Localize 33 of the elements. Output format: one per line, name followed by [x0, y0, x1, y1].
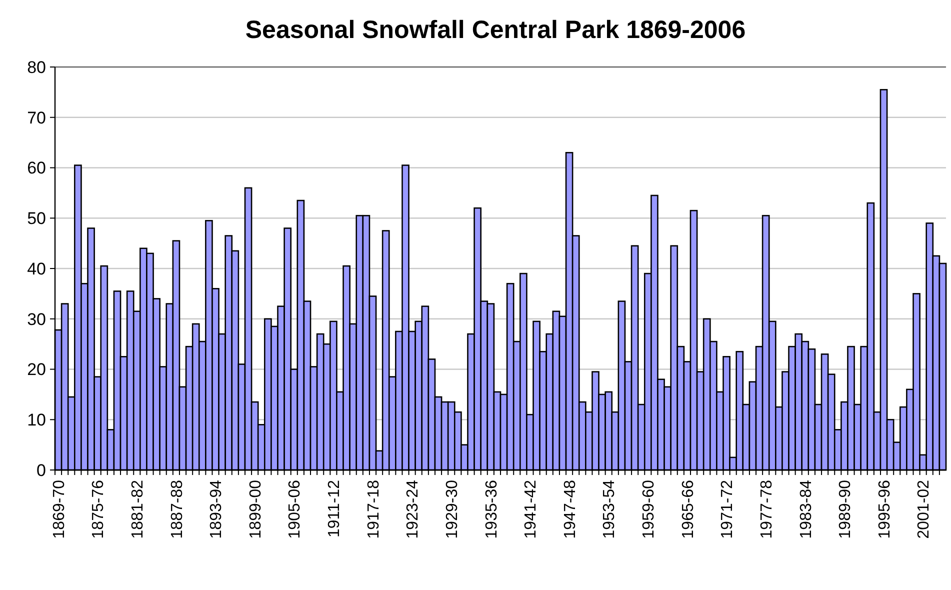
x-tick-label: 1971-72	[719, 480, 736, 539]
x-tick-label: 1989-90	[837, 480, 854, 539]
x-tick-label: 1941-42	[522, 480, 540, 539]
y-tick-label: 60	[27, 158, 46, 178]
y-tick-label: 10	[27, 410, 46, 430]
x-tick-label: 1929-30	[444, 480, 461, 539]
y-tick-label: 20	[27, 360, 46, 380]
chart-title: Seasonal Snowfall Central Park 1869-2006	[245, 16, 746, 44]
x-tick-label: 2001-02	[916, 480, 933, 539]
x-tick-label: 1893-94	[208, 480, 226, 539]
y-tick-label: 70	[27, 108, 46, 128]
x-tick-label: 1935-36	[483, 480, 500, 539]
y-tick-label: 0	[36, 460, 46, 480]
y-tick-label: 80	[27, 58, 46, 77]
x-tick-label: 1911-12	[326, 480, 344, 538]
x-tick-label: 1977-78	[758, 480, 776, 539]
x-tick-label: 1875-76	[90, 480, 108, 539]
x-tick-label: 1869-70	[50, 480, 68, 539]
x-tick-label: 1959-60	[640, 480, 658, 539]
y-tick-label: 30	[27, 310, 46, 329]
x-tick-label: 1965-66	[680, 480, 697, 539]
x-tick-label: 1905-06	[286, 480, 304, 539]
y-tick-label: 40	[27, 259, 46, 278]
x-tick-label: 1887-88	[168, 480, 186, 539]
x-tick-label: 1983-84	[798, 480, 815, 539]
x-tick-label: 1995-96	[876, 480, 894, 539]
x-tick-label: 1923-24	[404, 480, 422, 539]
x-tick-label: 1899-00	[247, 480, 264, 539]
y-tick-label: 50	[27, 209, 46, 228]
x-tick-label: 1953-54	[601, 480, 618, 539]
x-tick-label: 1947-48	[562, 480, 579, 539]
x-tick-label: 1917-18	[365, 480, 382, 539]
x-tick-label: 1881-82	[129, 480, 146, 539]
